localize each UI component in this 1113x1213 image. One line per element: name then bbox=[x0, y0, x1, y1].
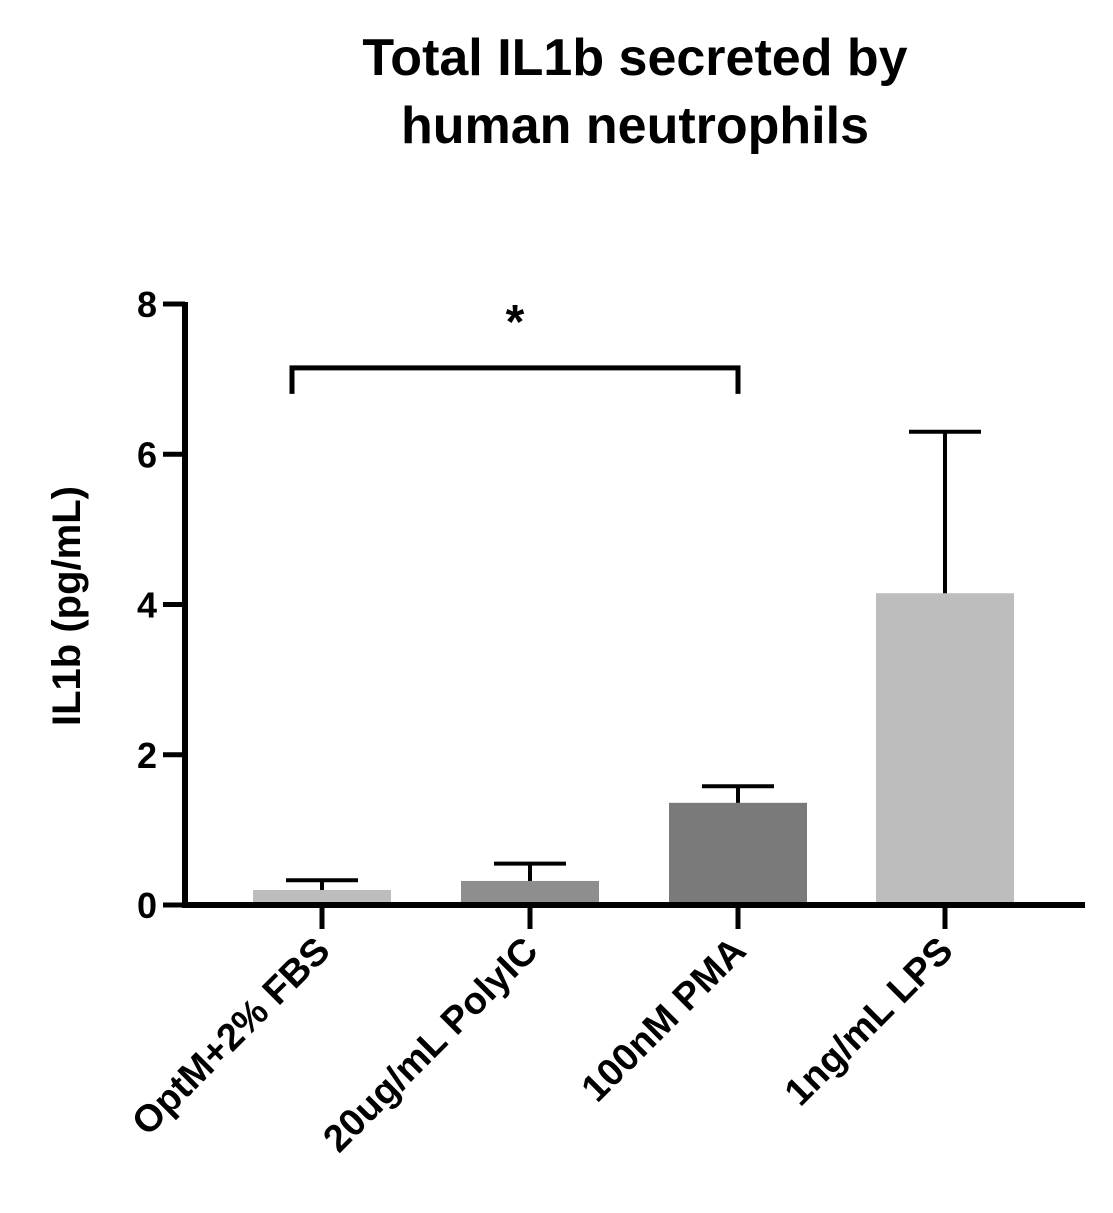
x-tick-label-2: 100nM PMA bbox=[574, 930, 755, 1111]
significance-bracket-0 bbox=[289, 365, 741, 394]
title-line-2: human neutrophils bbox=[401, 97, 869, 155]
y-tick-label-2: 4 bbox=[137, 585, 157, 626]
y-axis-label: IL1b (pg/mL) bbox=[45, 486, 89, 726]
bar-0 bbox=[253, 889, 391, 905]
y-tick-label-3: 6 bbox=[137, 434, 157, 475]
x-tick-label-0: OptM+2% FBS bbox=[124, 930, 338, 1144]
bar-2 bbox=[669, 802, 807, 905]
significance-label-0: * bbox=[506, 296, 525, 349]
y-tick-label-0: 0 bbox=[137, 885, 157, 926]
bar-3 bbox=[876, 593, 1014, 905]
x-tick-label-1: 20ug/mL PolyIC bbox=[316, 930, 547, 1161]
x-tick-label-3: 1ng/mL LPS bbox=[777, 930, 961, 1114]
bar-1 bbox=[461, 880, 599, 905]
title-line-1: Total IL1b secreted by bbox=[362, 29, 907, 87]
chart-title: Total IL1b secreted by human neutrophils bbox=[362, 29, 907, 155]
y-tick-label-4: 8 bbox=[137, 284, 157, 325]
y-tick-label-1: 2 bbox=[137, 735, 157, 776]
